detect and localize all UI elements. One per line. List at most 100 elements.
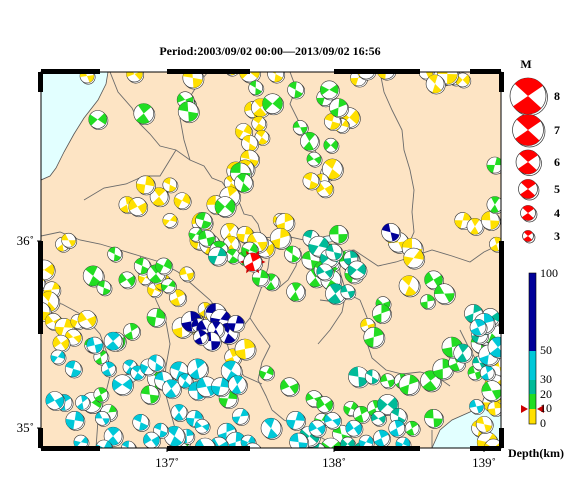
- focal-mechanism-30-50: [153, 422, 170, 439]
- focal-mechanism-30-50: [194, 437, 217, 448]
- lon-tick-139: 139˚: [472, 455, 496, 470]
- focal-mechanism-30-50: [487, 336, 501, 359]
- focal-mechanism-0-10: [324, 113, 342, 131]
- focal-mechanism-30-50: [132, 413, 151, 432]
- focal-mechanism-20-30: [325, 243, 344, 262]
- focal-mechanism-10-20: [195, 212, 214, 230]
- focal-mechanism-30-50: [162, 379, 182, 400]
- focal-mechanism-30-50: [469, 399, 485, 415]
- star-marker: [261, 260, 266, 264]
- depth-tick-30: 30: [540, 372, 552, 386]
- lat-tick-35: 35˚: [17, 420, 34, 435]
- legend-ball-wedge: [514, 78, 543, 96]
- depth-scale-band: [529, 351, 536, 380]
- focal-mechanism-30-50: [289, 432, 310, 448]
- focal-mechanism-30-50: [103, 331, 124, 352]
- focal-mechanism-10-20: [300, 131, 320, 152]
- focal-mechanism-10-20: [262, 93, 285, 116]
- focal-mechanism-0-10: [254, 130, 271, 146]
- focal-mechanism-0-10: [466, 218, 485, 236]
- star-marker: [255, 269, 260, 274]
- focal-mechanism-0-10: [239, 72, 262, 84]
- focal-mechanism-0-10: [162, 177, 179, 194]
- focal-mechanism-20-30: [364, 369, 381, 386]
- focal-mechanism-10-20: [280, 377, 300, 398]
- magnitude-legend-label-5: 5: [554, 182, 560, 196]
- frame-bar-right: [499, 428, 504, 448]
- focal-mechanism-0-10: [475, 415, 494, 434]
- map-area: [41, 72, 501, 448]
- depth-tick-10: 10: [540, 401, 552, 415]
- focal-mechanism-30-50: [345, 419, 364, 438]
- sea-toyama-bay: [41, 72, 109, 181]
- focal-mechanism-0-10: [234, 338, 257, 361]
- legend-ball-wedge: [515, 130, 540, 146]
- focal-mechanism-10-20: [398, 374, 421, 397]
- focal-mechanism-0-10: [126, 72, 145, 84]
- focal-mechanism-0-10: [267, 72, 286, 84]
- legend-ball-wedge: [521, 213, 534, 221]
- focal-mechanism-0-10: [302, 172, 321, 191]
- highlighted-event: [239, 250, 266, 274]
- focal-mechanism-20-30: [208, 246, 228, 267]
- focal-mechanism-30-50: [86, 336, 105, 355]
- focal-mechanism-0-10: [182, 72, 205, 90]
- focal-mechanism-30-50: [388, 419, 407, 438]
- focal-mechanism-30-50: [479, 365, 496, 382]
- focal-mechanism-10-20: [467, 365, 484, 382]
- focal-mechanism-30-50: [177, 373, 194, 390]
- focal-mechanism-0-10: [425, 74, 446, 95]
- focal-mechanism-50-100: [227, 315, 246, 333]
- focal-mechanism-10-20: [93, 349, 110, 366]
- focal-mechanism-10-20: [133, 103, 156, 126]
- depth-marker-right: [537, 405, 544, 413]
- focal-mechanism-20-30: [453, 343, 474, 364]
- focal-mechanism-0-10: [269, 227, 292, 250]
- focal-mechanism-10-20: [251, 269, 270, 288]
- tick-marks: [37, 240, 485, 452]
- focal-mechanism-10-20: [380, 373, 397, 390]
- focal-mechanism-20-30: [347, 260, 368, 281]
- focal-mechanism-0-10: [169, 289, 187, 308]
- focal-mechanism-20-30: [340, 284, 357, 301]
- focal-mechanism-30-50: [103, 426, 124, 447]
- focal-mechanism-30-50: [73, 434, 90, 448]
- depth-tick-20: 20: [540, 387, 552, 401]
- focal-mechanism-30-50: [164, 425, 186, 448]
- focal-mechanism-30-50: [227, 375, 248, 396]
- focal-mechanism-10-20: [316, 396, 335, 414]
- focal-mechanism-10-20: [320, 437, 343, 448]
- focal-mechanism-10-20: [160, 278, 177, 295]
- frame-bar-left: [38, 428, 43, 448]
- focal-mechanism-10-20: [177, 101, 200, 124]
- legend-ball-wedge: [523, 230, 533, 236]
- focal-mechanism-0-10: [162, 213, 179, 229]
- frame-scale-bars: [38, 69, 504, 451]
- lon-tick-138: 138˚: [322, 455, 346, 470]
- focal-mechanism-0-10: [316, 180, 335, 199]
- focal-mechanism-20-30: [348, 366, 370, 389]
- frame-bar-left: [38, 72, 43, 92]
- magnitude-legend-label-6: 6: [554, 155, 560, 169]
- legend-ball-wedge: [518, 162, 537, 174]
- focal-mechanism-0-10: [179, 266, 196, 283]
- focal-mechanism-10-20: [372, 304, 392, 324]
- depth-tick-50: 50: [540, 343, 552, 357]
- focal-mechanism-0-10: [403, 247, 426, 270]
- depth-scale-outline: [528, 272, 537, 425]
- depth-scale-label: Depth(km): [508, 446, 564, 460]
- focal-mechanism-10-20: [198, 229, 217, 248]
- focal-mechanism-30-50: [187, 358, 209, 381]
- depth-scale-band: [529, 380, 536, 394]
- frame-bar-bottom: [334, 446, 420, 451]
- focal-mechanism-0-10: [322, 158, 344, 181]
- focal-mechanism-50-100: [193, 329, 209, 346]
- focal-mechanism-30-50: [45, 391, 66, 412]
- magnitude-legend-title: M: [520, 57, 531, 71]
- focal-mechanism-30-50: [121, 440, 137, 448]
- legend-ball-wedge: [523, 236, 533, 242]
- frame-bar-bottom: [167, 446, 250, 451]
- focal-mechanism-10-20: [93, 387, 110, 404]
- magnitude-legend-label-7: 7: [554, 123, 560, 137]
- focal-mechanism-10-20: [248, 80, 265, 97]
